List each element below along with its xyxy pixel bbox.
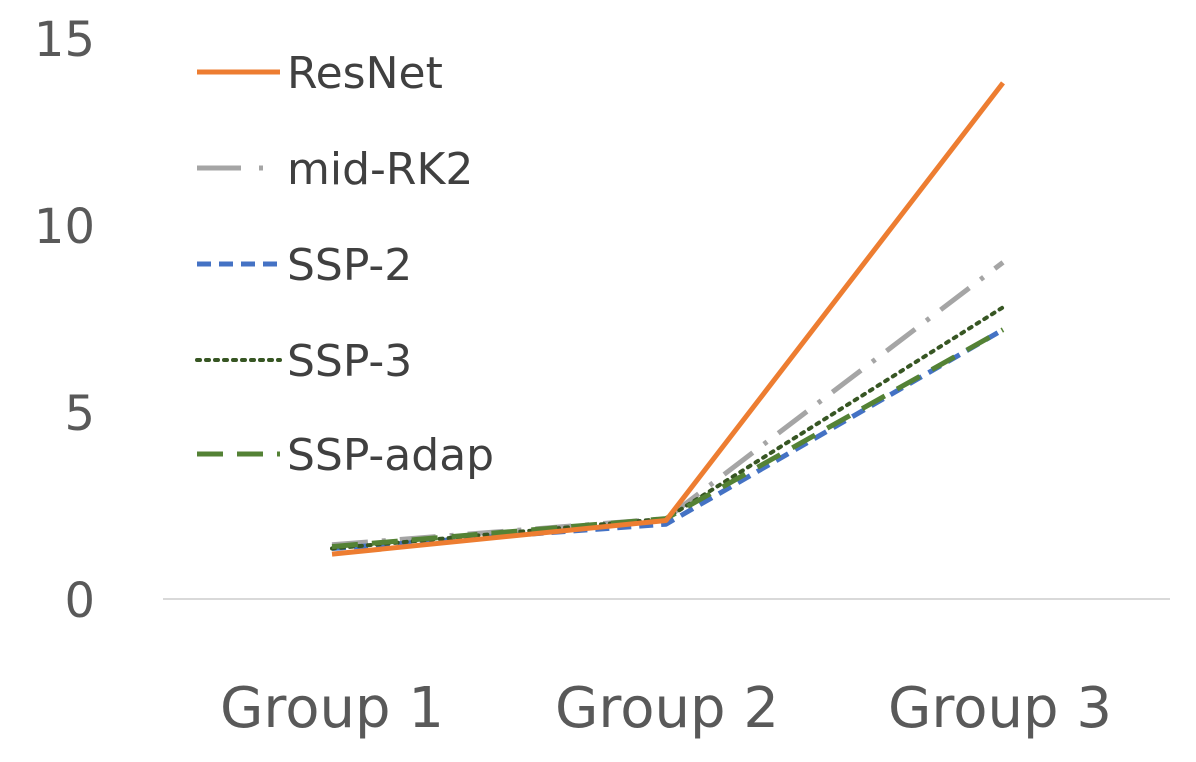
legend-label: SSP-2	[287, 240, 412, 291]
legend-label: SSP-3	[287, 336, 412, 387]
y-tick-label: 5	[64, 386, 95, 442]
legend: ResNet mid-RK2 SSP-2 SSP-3 SSP-adap	[195, 48, 494, 481]
legend-label: ResNet	[287, 48, 443, 99]
series-line-ssp-3	[330, 305, 1005, 551]
y-tick-label: 10	[34, 199, 95, 255]
legend-label: mid-RK2	[287, 144, 473, 195]
y-tick-label: 15	[34, 12, 95, 68]
x-tick-label: Group 3	[888, 676, 1112, 741]
x-tick-label: Group 2	[555, 676, 779, 741]
x-axis-ticks: Group 1 Group 2 Group 3	[220, 676, 1112, 741]
series-lines	[330, 81, 1005, 557]
y-axis-ticks: 0 5 10 15	[34, 12, 95, 629]
series-line-mid-rk2	[331, 260, 1005, 548]
x-tick-label: Group 1	[220, 676, 444, 741]
y-tick-label: 0	[64, 573, 95, 629]
series-line-resnet	[331, 81, 1005, 557]
legend-label: SSP-adap	[287, 430, 494, 481]
